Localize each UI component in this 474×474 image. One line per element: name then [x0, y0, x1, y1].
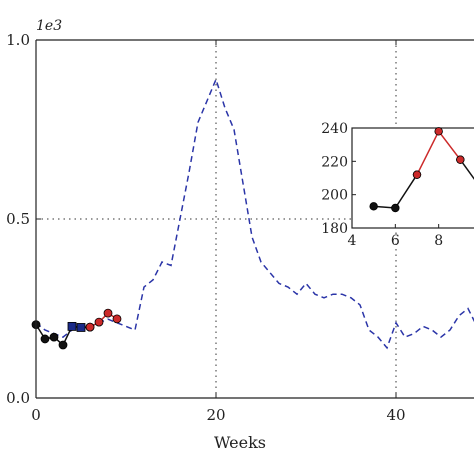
inset-x-tick-label: 4	[348, 233, 357, 249]
inset-observed-line	[459, 159, 474, 180]
x-tick-label: 0	[31, 406, 41, 424]
inset-data-point	[456, 155, 465, 164]
highlight-data-point	[112, 314, 122, 324]
observed-square-point	[67, 321, 77, 331]
main-plot-data	[31, 77, 474, 350]
observed-data-point	[40, 334, 50, 344]
highlight-data-point	[103, 308, 113, 318]
inset-x-tick-label: 6	[391, 233, 400, 249]
x-axis-label: Weeks	[214, 433, 266, 452]
inset-data-point	[369, 202, 378, 211]
inset-data-point	[412, 170, 422, 179]
y-tick-label: 0.0	[6, 389, 30, 407]
x-tick-label: 20	[206, 406, 225, 424]
highlight-data-point	[94, 317, 104, 327]
inset-x-tick-label: 8	[434, 233, 443, 249]
y-tick-label: 0.5	[6, 210, 30, 228]
inset-y-tick-label: 220	[321, 154, 348, 170]
forecast-dashed-line	[35, 77, 474, 350]
inset-y-tick-label: 240	[321, 121, 348, 137]
observed-data-point	[58, 340, 68, 350]
highlight-data-point	[85, 322, 95, 332]
inset-data-point	[391, 203, 400, 213]
x-tick-label: 40	[386, 406, 405, 424]
highlight-series-line	[89, 312, 118, 328]
inset-y-tick-label: 200	[321, 188, 348, 204]
observed-data-point	[49, 332, 59, 342]
inset-data-point	[434, 127, 443, 136]
main-axes: 0 20 40 0.0 0.5 1.0	[6, 31, 474, 424]
inset-plot: 4 6 8 180 200 220 240	[321, 121, 474, 249]
inset-frame	[351, 127, 474, 229]
observed-square-point	[76, 323, 86, 332]
inset-y-tick-label: 180	[321, 221, 348, 237]
y-multiplier-label: 1e3	[36, 18, 62, 34]
y-tick-label: 1.0	[6, 31, 30, 49]
